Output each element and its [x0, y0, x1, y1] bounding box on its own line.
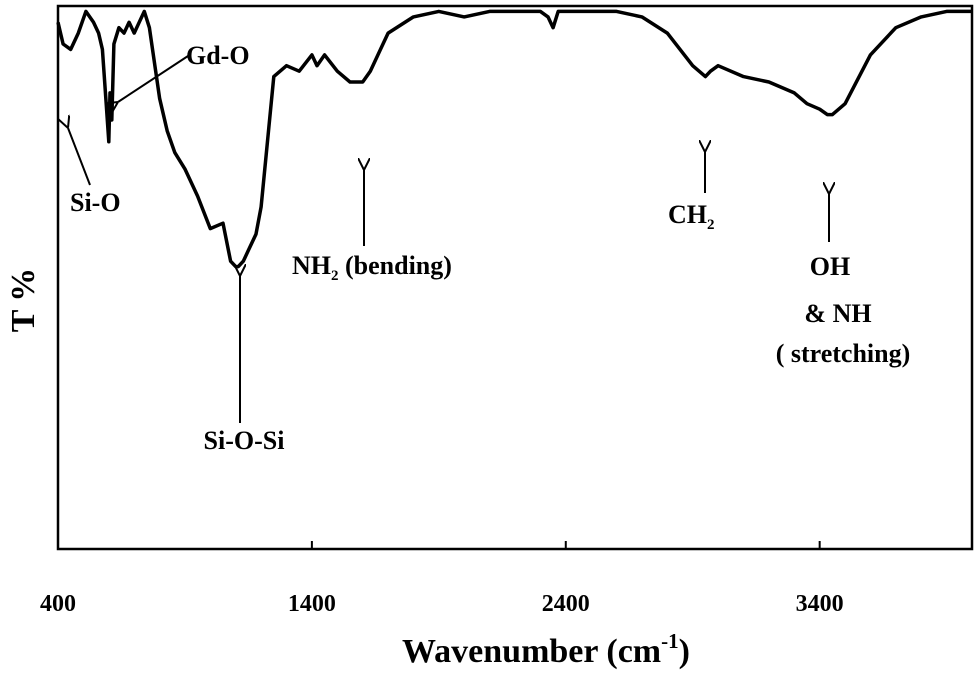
annotation-nh2: NH2 (bending)	[292, 251, 452, 284]
annotation-oh-line3: ( stretching)	[776, 339, 911, 368]
x-axis-ticks: 400 1400 2400 3400	[40, 541, 844, 617]
annotation-oh-line2: & NH	[804, 299, 871, 328]
x-tick-label: 3400	[796, 591, 844, 617]
x-axis-title-end: )	[679, 633, 690, 670]
x-axis-title-main: Wavenumber (cm	[402, 633, 661, 670]
annotation-ch2: CH2	[668, 200, 715, 233]
x-axis-title-sup: -1	[661, 629, 679, 653]
annotation-si-o-arrow	[68, 128, 91, 186]
annotation-oh-line1: OH	[810, 252, 850, 281]
x-tick-label: 400	[40, 591, 76, 617]
spectrum-line	[56, 9, 972, 269]
plot-frame	[56, 4, 974, 551]
annotation-gd-o-arrow	[118, 55, 189, 102]
annotation-si-o: Si-O	[70, 188, 121, 217]
annotation-si-o-si: Si-O-Si	[204, 426, 285, 455]
y-axis-title: T %	[5, 268, 42, 333]
x-axis-title: Wavenumber (cm-1)	[402, 629, 690, 670]
x-tick-label: 2400	[542, 591, 590, 617]
annotation-gd-o: Gd-O	[186, 41, 250, 70]
x-tick-label: 1400	[288, 591, 336, 617]
